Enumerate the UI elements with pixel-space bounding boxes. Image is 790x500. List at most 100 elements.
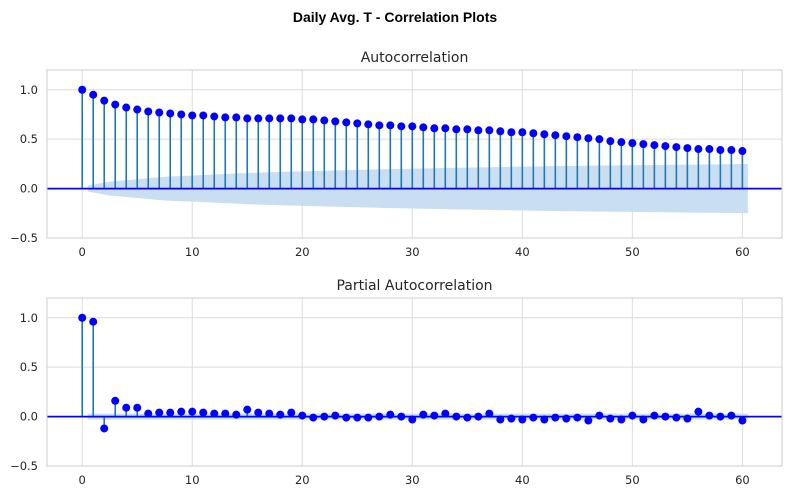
acf-point-9	[177, 110, 186, 119]
pacf-point-54	[672, 413, 681, 422]
acf-point-8	[166, 109, 175, 118]
pacf-point-51	[639, 415, 648, 424]
pacf-xtick-label-20: 20	[295, 473, 310, 487]
pacf-point-24	[342, 413, 351, 422]
pacf-point-15	[243, 405, 252, 414]
pacf-xtick-label-0: 0	[79, 473, 86, 487]
pacf-point-49	[617, 415, 626, 424]
acf-point-1	[89, 90, 98, 99]
pacf-point-18	[276, 410, 285, 419]
acf-point-53	[661, 142, 670, 151]
acf-point-34	[452, 125, 461, 134]
pacf-point-8	[166, 408, 175, 417]
pacf-point-23	[331, 411, 340, 420]
pacf-point-57	[705, 411, 714, 420]
pacf-point-12	[210, 409, 219, 418]
acf-point-29	[397, 122, 406, 131]
pacf-point-3	[111, 396, 120, 405]
pacf-point-25	[353, 413, 362, 422]
acf-xtick-label-30: 30	[405, 245, 420, 259]
pacf-point-39	[507, 414, 516, 423]
pacf-ytick-label-1: 0.0	[20, 410, 38, 424]
acf-xtick-label-60: 60	[735, 245, 750, 259]
pacf-axes-frame	[46, 297, 783, 467]
acf-point-46	[584, 134, 593, 143]
figure-title: Daily Avg. T - Correlation Plots	[293, 9, 498, 25]
acf-point-56	[694, 145, 703, 154]
acf-point-48	[606, 137, 615, 146]
acf-ytick-label-1: 0.0	[20, 182, 38, 196]
acf-point-26	[364, 120, 373, 129]
pacf-point-32	[430, 411, 439, 420]
acf-point-44	[562, 132, 571, 141]
acf-point-36	[474, 126, 483, 135]
acf-point-50	[628, 139, 637, 148]
pacf-point-28	[386, 410, 395, 419]
pacf-point-20	[298, 411, 307, 420]
acf-point-16	[254, 114, 263, 123]
acf-point-3	[111, 100, 120, 109]
acf-point-47	[595, 135, 604, 144]
acf-point-12	[210, 112, 219, 121]
acf-point-14	[232, 113, 241, 122]
acf-point-52	[650, 141, 659, 150]
pacf-point-45	[573, 413, 582, 422]
pacf-point-22	[320, 412, 329, 421]
pacf-point-21	[309, 413, 318, 422]
pacf-point-16	[254, 408, 263, 417]
acf-point-49	[617, 138, 626, 147]
acf-point-23	[331, 117, 340, 126]
pacf-point-33	[441, 409, 450, 418]
pacf-point-44	[562, 414, 571, 423]
acf-xtick-label-10: 10	[185, 245, 200, 259]
acf-title: Autocorrelation	[361, 50, 469, 66]
pacf-point-4	[122, 403, 131, 412]
pacf-point-59	[727, 411, 736, 420]
pacf-point-40	[518, 415, 527, 424]
pacf-point-47	[595, 411, 604, 420]
pacf-point-34	[452, 412, 461, 421]
acf-point-18	[276, 114, 285, 123]
acf-point-10	[188, 111, 197, 120]
pacf-plot: Partial Autocorrelation 0 10 20 30 40 50 60 −0.5…	[10, 278, 783, 487]
pacf-point-38	[496, 415, 505, 424]
pacf-point-60	[738, 416, 747, 425]
pacf-ytick-label-0: −0.5	[10, 459, 38, 473]
acf-point-60	[738, 147, 747, 156]
pacf-xtick-label-10: 10	[185, 473, 200, 487]
acf-point-55	[683, 144, 692, 153]
acf-point-4	[122, 103, 131, 112]
pacf-point-55	[683, 414, 692, 423]
acf-point-0	[78, 85, 87, 94]
acf-point-6	[144, 107, 153, 116]
pacf-point-52	[650, 411, 659, 420]
pacf-point-5	[133, 403, 142, 412]
pacf-title: Partial Autocorrelation	[336, 278, 492, 294]
pacf-point-26	[364, 413, 373, 422]
acf-point-28	[386, 121, 395, 130]
pacf-point-56	[694, 407, 703, 416]
acf-ytick-label-0: −0.5	[10, 231, 38, 245]
pacf-point-14	[232, 410, 241, 419]
pacf-point-35	[463, 413, 472, 422]
pacf-point-58	[716, 412, 725, 421]
acf-ytick-label-2: 0.5	[20, 132, 38, 146]
acf-xtick-label-0: 0	[79, 245, 86, 259]
pacf-point-43	[551, 413, 560, 422]
pacf-point-36	[474, 412, 483, 421]
pacf-point-13	[221, 409, 230, 418]
pacf-ytick-label-3: 1.0	[20, 311, 38, 325]
pacf-point-41	[529, 413, 538, 422]
acf-point-35	[463, 125, 472, 134]
acf-point-22	[320, 116, 329, 125]
pacf-xtick-label-50: 50	[625, 473, 640, 487]
acf-point-11	[199, 111, 208, 120]
pacf-point-0	[78, 313, 87, 322]
pacf-point-17	[265, 409, 274, 418]
acf-point-2	[100, 96, 109, 105]
pacf-point-48	[606, 414, 615, 423]
acf-point-45	[573, 133, 582, 142]
acf-plot: Autocorrelation 0 10 20 30 40 50 60 −0.5 0.0 0.5 1.…	[10, 50, 783, 259]
pacf-point-29	[397, 412, 406, 421]
